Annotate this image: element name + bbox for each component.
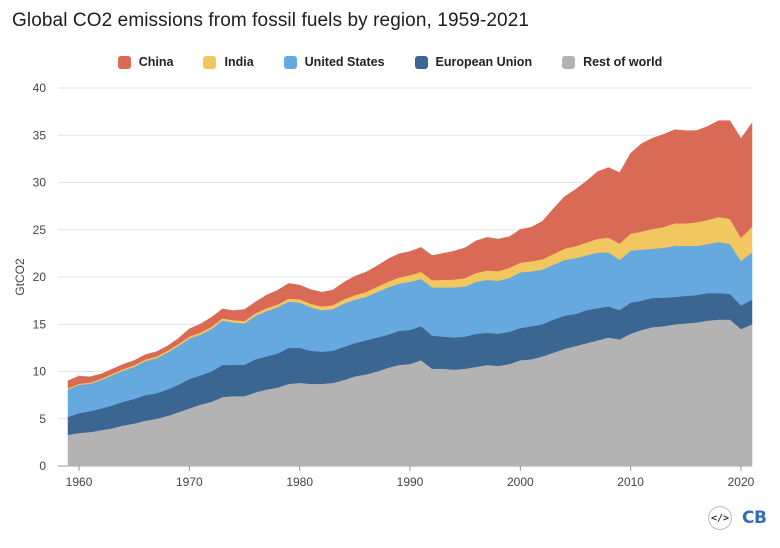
chart-title: Global CO2 emissions from fossil fuels b… bbox=[12, 10, 530, 31]
y-tick-label: 25 bbox=[33, 223, 47, 237]
x-tick-label: 2000 bbox=[507, 475, 534, 489]
y-tick-label: 35 bbox=[33, 128, 47, 142]
y-tick-label: 15 bbox=[33, 317, 47, 331]
legend-item-india[interactable]: India bbox=[203, 55, 254, 69]
legend-item-rest-of-world[interactable]: Rest of world bbox=[562, 55, 662, 69]
x-tick-label: 2010 bbox=[617, 475, 644, 489]
legend-item-european-union[interactable]: European Union bbox=[414, 55, 533, 69]
legend-label: India bbox=[224, 55, 254, 69]
x-tick-label: 1990 bbox=[397, 475, 424, 489]
legend-label: European Union bbox=[435, 55, 533, 69]
logo-area: </> CB bbox=[708, 506, 767, 530]
legend-swatch bbox=[203, 55, 217, 69]
legend-swatch bbox=[283, 55, 297, 69]
legend-label: Rest of world bbox=[583, 55, 663, 69]
embed-code-icon[interactable]: </> bbox=[708, 506, 732, 530]
carbon-brief-logo: CB bbox=[742, 508, 767, 528]
legend-swatch bbox=[414, 55, 428, 69]
legend-swatch bbox=[117, 55, 131, 69]
area-china[interactable] bbox=[67, 120, 753, 389]
x-tick-label: 2020 bbox=[728, 475, 755, 489]
y-tick-label: 20 bbox=[33, 270, 47, 284]
legend-swatch bbox=[562, 55, 576, 69]
x-tick-label: 1960 bbox=[66, 475, 93, 489]
y-tick-label: 30 bbox=[33, 176, 47, 190]
y-tick-label: 0 bbox=[39, 459, 46, 473]
x-tick-label: 1980 bbox=[286, 475, 313, 489]
legend-label: China bbox=[138, 55, 174, 69]
legend-item-china[interactable]: China bbox=[117, 55, 174, 69]
legend-label: United States bbox=[304, 55, 385, 69]
legend: China India United States European Union Res… bbox=[0, 55, 780, 69]
y-tick-label: 40 bbox=[33, 81, 47, 95]
legend-item-united-states[interactable]: United States bbox=[283, 55, 385, 69]
y-tick-label: 10 bbox=[33, 365, 47, 379]
stacked-areas bbox=[67, 120, 753, 467]
y-tick-label: 5 bbox=[39, 412, 46, 426]
y-axis-title: GtCO2 bbox=[13, 258, 27, 296]
axes: 0 5 10 15 20 25 30 35 40 1960 1970 1980 1990 2000 2010… bbox=[13, 81, 755, 489]
x-tick-label: 1970 bbox=[176, 475, 203, 489]
